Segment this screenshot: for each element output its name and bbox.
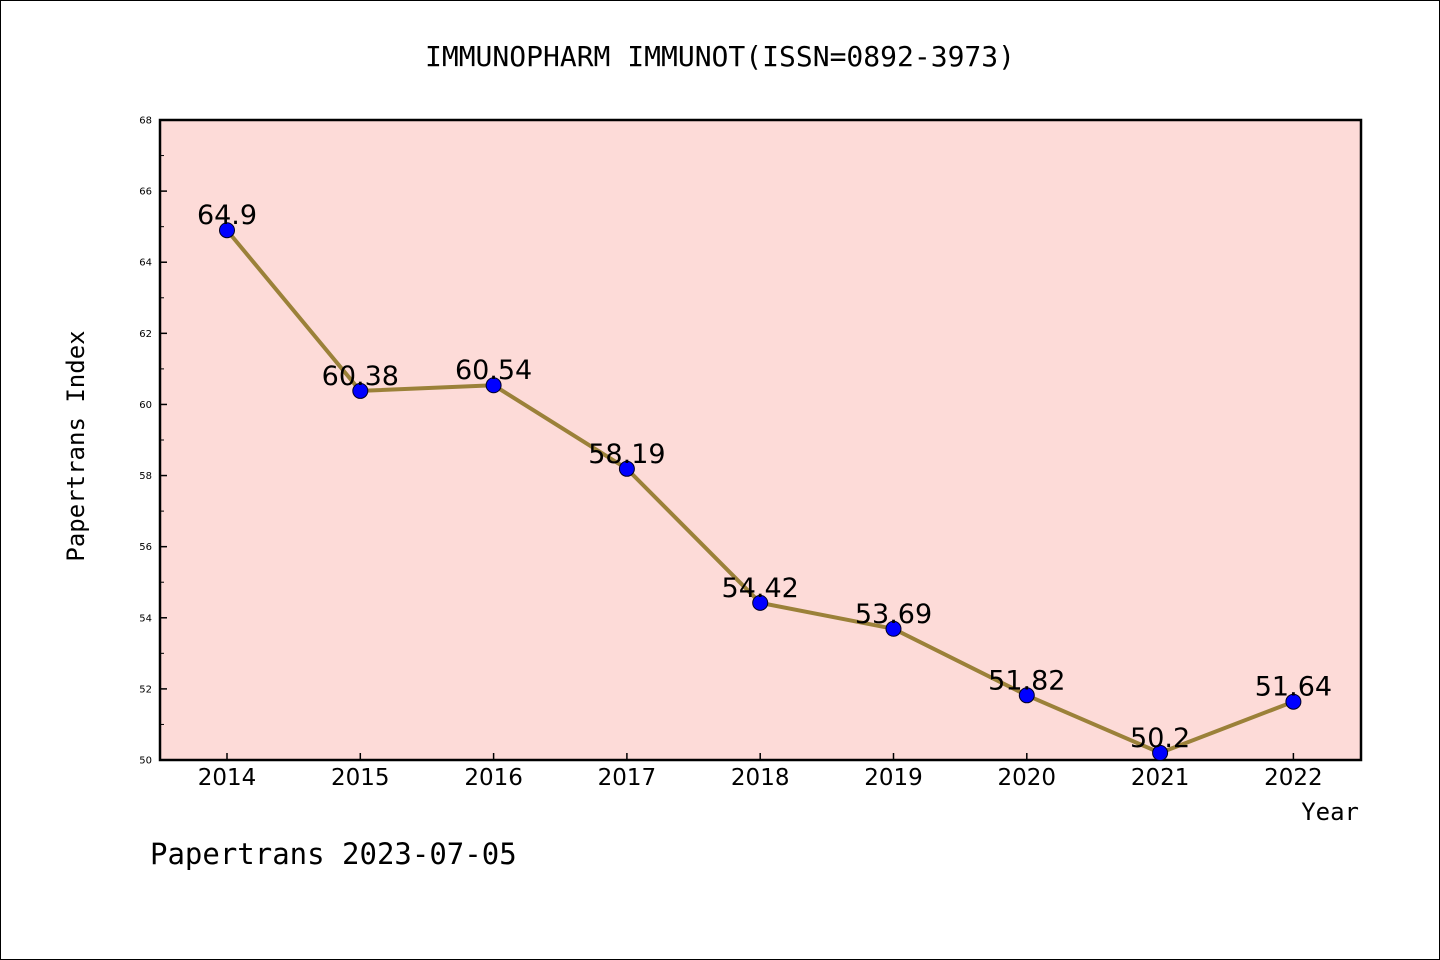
y-tick-label: 56 [139, 542, 152, 553]
data-label: 54.42 [722, 573, 799, 604]
y-tick-label: 62 [139, 329, 152, 340]
y-tick-label: 64 [139, 258, 152, 269]
data-point [352, 382, 369, 399]
x-tick-label: 2022 [1264, 765, 1323, 791]
x-axis-label: Year [1301, 798, 1359, 826]
plot-area [158, 118, 1363, 762]
data-label: 60.38 [322, 361, 399, 392]
y-tick-label: 58 [139, 471, 152, 482]
y-tick-label: 60 [139, 400, 152, 411]
y-tick-label: 50 [139, 756, 152, 767]
data-label: 53.69 [855, 599, 932, 630]
data-label: 60.54 [455, 355, 532, 386]
y-tick-label: 54 [139, 613, 152, 624]
data-point [485, 377, 502, 394]
data-label: 64.9 [197, 200, 257, 231]
data-point [885, 620, 902, 637]
x-tick-label: 2017 [598, 765, 657, 791]
x-tick-label: 2018 [731, 765, 790, 791]
data-point [1152, 744, 1169, 761]
series-markers [219, 222, 1302, 761]
data-label: 50.2 [1130, 723, 1190, 754]
y-tick-label: 68 [139, 116, 152, 127]
footer-text: Papertrans 2023-07-05 [150, 837, 517, 871]
data-label: 58.19 [588, 439, 665, 470]
x-axis-ticks: 2014 2015 2016 2017 2018 2019 2020 2021 2022 [198, 753, 1323, 791]
y-axis-ticks: 50 52 54 56 58 60 62 64 66 68 [139, 116, 167, 767]
data-label: 51.64 [1255, 672, 1332, 703]
x-tick-label: 2021 [1131, 765, 1190, 791]
data-point [1285, 693, 1302, 710]
chart-title: IMMUNOPHARM IMMUNOT(ISSN=0892-3973) [425, 40, 1015, 73]
y-axis-label: Papertrans Index [62, 330, 90, 561]
y-tick-label: 52 [139, 684, 152, 695]
data-point [1018, 687, 1035, 704]
data-point [752, 594, 769, 611]
x-tick-label: 2016 [464, 765, 523, 791]
data-labels: 64.9 60.38 60.54 58.19 54.42 53.69 51.82 50.2 51… [197, 200, 1332, 754]
y-tick-label: 66 [139, 187, 152, 198]
data-point [219, 222, 235, 239]
x-tick-label: 2014 [198, 765, 257, 791]
x-tick-label: 2015 [331, 765, 390, 791]
data-label: 51.82 [988, 665, 1065, 696]
x-tick-label: 2019 [864, 765, 923, 791]
data-point [618, 460, 635, 477]
x-tick-label: 2020 [998, 765, 1057, 791]
